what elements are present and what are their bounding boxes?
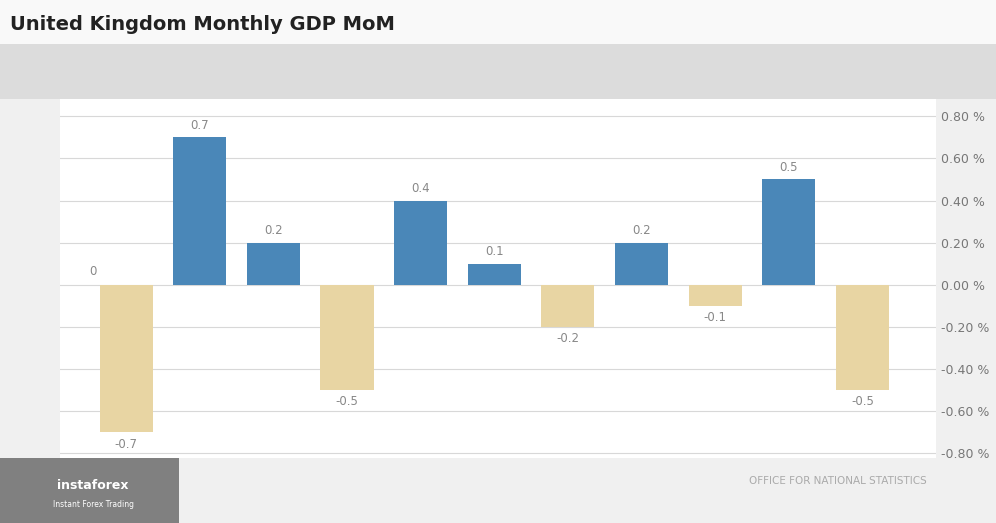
Text: -0.5: -0.5	[336, 395, 359, 408]
Text: 0.2: 0.2	[632, 224, 651, 237]
Text: -0.5: -0.5	[852, 395, 874, 408]
Text: instaforex: instaforex	[58, 479, 128, 492]
Bar	[321, 285, 374, 390]
Text: 0.7: 0.7	[190, 119, 209, 132]
Text: OFFICE FOR NATIONAL STATISTICS: OFFICE FOR NATIONAL STATISTICS	[749, 475, 926, 485]
Text: United Kingdom Monthly GDP MoM: United Kingdom Monthly GDP MoM	[10, 15, 394, 34]
Bar	[836, 285, 889, 390]
Bar	[394, 200, 447, 285]
Text: 0: 0	[90, 266, 97, 278]
Text: 0.1: 0.1	[485, 245, 504, 258]
Bar	[100, 285, 152, 433]
Text: Instant Forex Trading: Instant Forex Trading	[53, 500, 133, 509]
Bar	[247, 243, 300, 285]
Bar	[542, 285, 595, 327]
Text: 0.4: 0.4	[411, 182, 430, 195]
Bar	[689, 285, 742, 306]
Text: -0.7: -0.7	[115, 438, 137, 451]
Bar	[616, 243, 668, 285]
Bar	[762, 179, 816, 285]
Bar	[468, 264, 521, 285]
Bar	[173, 138, 226, 285]
Text: 0.2: 0.2	[264, 224, 283, 237]
Text: -0.1: -0.1	[704, 311, 727, 324]
Text: -0.2: -0.2	[557, 332, 580, 345]
Text: 0.5: 0.5	[780, 161, 798, 174]
